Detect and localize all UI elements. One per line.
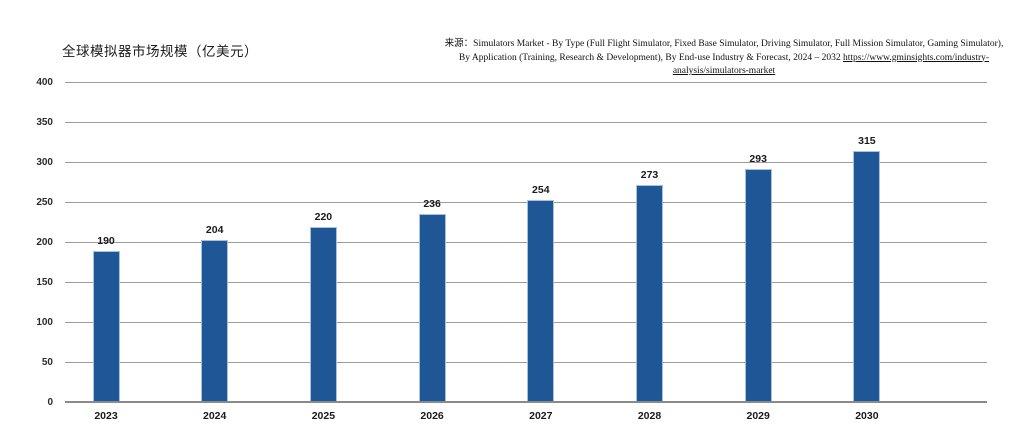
bar-2029 [744,168,772,401]
bar-2027 [527,199,555,401]
y-axis-tick-label: 400 [36,77,53,88]
x-axis-label: 2028 [637,410,662,422]
bar-value-label: 254 [532,183,550,196]
gridline [65,122,987,123]
gridline [65,242,987,243]
y-axis-tick-label: 200 [36,237,53,248]
bar-2025 [309,227,337,401]
bar-value-label: 190 [97,235,115,247]
bar-value-label: 220 [314,211,333,223]
chart-title: 全球模拟器市场规模（亿美元） [62,44,258,59]
gridline [65,202,987,203]
bar-2030 [853,151,881,401]
bar-2023 [92,251,120,401]
bar-value-label: 236 [423,198,441,211]
x-axis-line [65,401,987,403]
bar-value-label: 315 [858,135,876,147]
source-link[interactable]: https://www.gminsights.com/industry-anal… [672,52,990,77]
plot-area: 0 50 100 150 200 250 300 350 400 190 2023 204 2024 22… [36,77,987,422]
bar-value-label: 273 [640,168,659,181]
source-label: 来源： [444,39,474,49]
bar-value-label: 204 [205,223,224,236]
gridline [65,162,987,163]
bar-2028 [636,184,663,401]
y-axis-tick-label: 150 [36,277,53,288]
y-axis-tick-label: 100 [36,317,53,328]
bar-value-label: 293 [749,152,767,165]
bar-2026 [418,214,446,401]
x-axis-label: 2025 [311,410,336,422]
y-axis-tick-label: 350 [36,117,53,128]
x-axis-label: 2029 [746,410,770,422]
source-note: 来源：Simulators Market - By Type (Full Fli… [444,38,1004,79]
x-axis-label: 2027 [529,410,553,422]
gridline [65,82,987,83]
gridline [65,282,987,283]
x-axis-label: 2026 [420,410,444,422]
bar-2024 [201,239,229,401]
y-axis-tick-label: 0 [47,397,53,408]
x-axis-label: 2030 [855,410,879,422]
gridline [65,362,987,363]
y-axis-tick-label: 50 [41,357,53,368]
x-axis-label: 2024 [203,410,227,422]
gridline [65,322,987,323]
y-axis-tick-label: 300 [36,157,53,168]
x-axis-label: 2023 [94,410,118,422]
y-axis-tick-label: 250 [36,197,53,208]
source-text: Simulators Market - By Type (Full Flight… [458,39,1004,63]
